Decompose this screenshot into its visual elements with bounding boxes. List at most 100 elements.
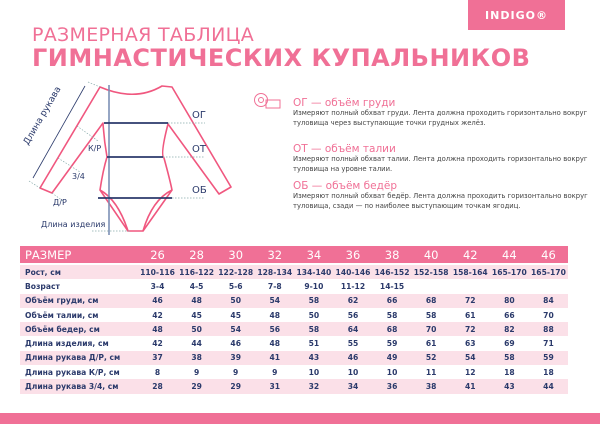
table-row: Длина рукава 3/4, см 28 29 29 31 32 34 36 38 41 43…	[20, 379, 568, 394]
leotard-diagram	[28, 81, 232, 235]
table-cell: 116-122	[179, 267, 215, 277]
table-cell: 9	[233, 367, 239, 377]
table-row: Рост, см 110-116 116-122 122-128 128-134 134-…	[20, 265, 568, 280]
item-length-label: Длина изделия	[41, 220, 106, 229]
size-header: 46	[541, 247, 556, 262]
table-cell: 31	[269, 382, 281, 392]
table-cell: 122-128	[218, 267, 254, 277]
table-cell: 158-164	[452, 267, 488, 277]
table-cell: 29	[230, 382, 241, 392]
table-cell: 10	[386, 367, 398, 377]
table-cell: 50	[191, 324, 202, 334]
kr-label: К/Р	[88, 144, 102, 153]
row-label: Рост, см	[25, 267, 61, 277]
measure-ob: ОБ — объём бедёр Измеряют полный обхват …	[293, 180, 593, 211]
table-row: Длина рукава К/Р, см 8 9 9 9 10 10 10 11 12 18 18	[20, 365, 568, 379]
row-label: Объём груди, см	[25, 296, 99, 306]
table-cell: 61	[464, 310, 476, 320]
ob-label: ОБ	[192, 185, 207, 196]
brand-logo: INDIGO®	[468, 0, 565, 30]
size-header: 38	[384, 247, 400, 262]
table-cell: 54	[464, 353, 476, 363]
table-cell: 51	[308, 339, 320, 349]
table-cell: 165-170	[491, 267, 527, 277]
measure-og: ОГ — объём груди Измеряют полный обхват …	[293, 97, 593, 128]
table-cell: 128-134	[257, 267, 293, 277]
table-cell: 4-5	[189, 281, 204, 291]
measure-og-title: ОГ — объём груди	[293, 97, 396, 109]
table-cell: 42	[152, 339, 163, 349]
table-cell: 10	[347, 367, 359, 377]
size-header: 36	[345, 247, 361, 262]
table-row: Длина изделия, см 42 44 46 48 51 55 59 61 63 69 71	[20, 336, 568, 350]
table-cell: 165-170	[531, 267, 566, 277]
measure-og-text: Измеряют полный обхват груди. Лента долж…	[293, 109, 588, 127]
table-cell: 45	[230, 310, 241, 320]
table-cell: 3-4	[150, 281, 165, 291]
table-cell: 38	[425, 382, 437, 392]
table-cell: 71	[543, 339, 554, 349]
table-row: Объём груди, см 46 48 50 54 58 62 66 68 72 80 84	[20, 293, 568, 308]
table-cell: 41	[464, 382, 476, 392]
table-cell: 46	[230, 339, 241, 349]
table-cell: 68	[425, 296, 437, 306]
size-header: 34	[306, 247, 322, 262]
table-cell: 36	[386, 382, 398, 392]
table-cell: 44	[191, 339, 202, 349]
row-label: Объём талии, см	[25, 310, 99, 320]
table-cell: 48	[152, 324, 163, 334]
table-cell: 50	[230, 296, 241, 306]
row-label: Длина рукава К/Р, см	[25, 367, 120, 377]
size-header: 28	[189, 247, 204, 262]
ot-label: ОТ	[192, 144, 206, 155]
table-cell: 56	[269, 324, 281, 334]
table-cell: 28	[152, 382, 163, 392]
table-cell: 69	[504, 339, 515, 349]
table-cell: 52	[425, 353, 437, 363]
table-cell: 146-152	[374, 267, 410, 277]
size-table: РАЗМЕР 26 28 30 32 34 36 38 40 42 44 46 Рост, см 110-…	[20, 246, 568, 394]
size-header: 26	[150, 247, 165, 262]
table-cell: 88	[543, 324, 554, 334]
table-cell: 9-10	[304, 281, 324, 291]
dr-label: Д/Р	[53, 198, 67, 207]
table-cell: 80	[504, 296, 515, 306]
table-cell: 110-116	[140, 267, 175, 277]
table-cell: 62	[347, 296, 359, 306]
table-cell: 49	[386, 353, 398, 363]
table-cell: 48	[269, 310, 281, 320]
size-header: 30	[228, 247, 244, 262]
size-header: 32	[267, 247, 283, 262]
table-cell: 43	[308, 353, 320, 363]
table-cell: 32	[308, 382, 320, 392]
table-cell: 46	[152, 296, 163, 306]
table-header-row: РАЗМЕР 26 28 30 32 34 36 38 40 42 44 46	[20, 246, 568, 263]
measure-ot: ОТ — объём талии Измеряют полный обхват …	[293, 143, 593, 174]
og-label: ОГ	[192, 110, 206, 121]
measure-ob-title: ОБ — объём бедёр	[293, 180, 398, 192]
table-cell: 72	[464, 324, 476, 334]
page-title-line1: РАЗМЕРНАЯ ТАБЛИЦА	[32, 24, 255, 46]
measure-ob-text: Измеряют полный обхват бедёр. Лента долж…	[293, 192, 588, 210]
table-cell: 84	[543, 296, 554, 306]
page-title-line2: ГИМНАСТИЧЕСКИХ КУПАЛЬНИКОВ	[32, 44, 531, 72]
header-label: РАЗМЕР	[25, 247, 72, 262]
table-cell: 54	[269, 296, 281, 306]
table-cell: 18	[504, 367, 515, 377]
table-cell: 70	[425, 324, 437, 334]
table-cell: 152-158	[413, 267, 449, 277]
measuring-tape-icon	[254, 93, 281, 109]
table-cell: 56	[347, 310, 359, 320]
row-label: Объём бедер, см	[25, 324, 100, 334]
table-cell: 140-146	[335, 267, 371, 277]
table-cell: 11	[425, 367, 437, 377]
bottom-bar	[0, 413, 600, 424]
table-cell: 10	[308, 367, 320, 377]
table-cell: 70	[543, 310, 554, 320]
table-cell: 18	[543, 367, 554, 377]
row-label: Возраст	[25, 281, 60, 291]
table-cell: 14-15	[379, 281, 405, 291]
table-cell: 58	[425, 310, 437, 320]
table-cell: 42	[152, 310, 163, 320]
row-label: Длина рукава 3/4, см	[25, 382, 119, 392]
